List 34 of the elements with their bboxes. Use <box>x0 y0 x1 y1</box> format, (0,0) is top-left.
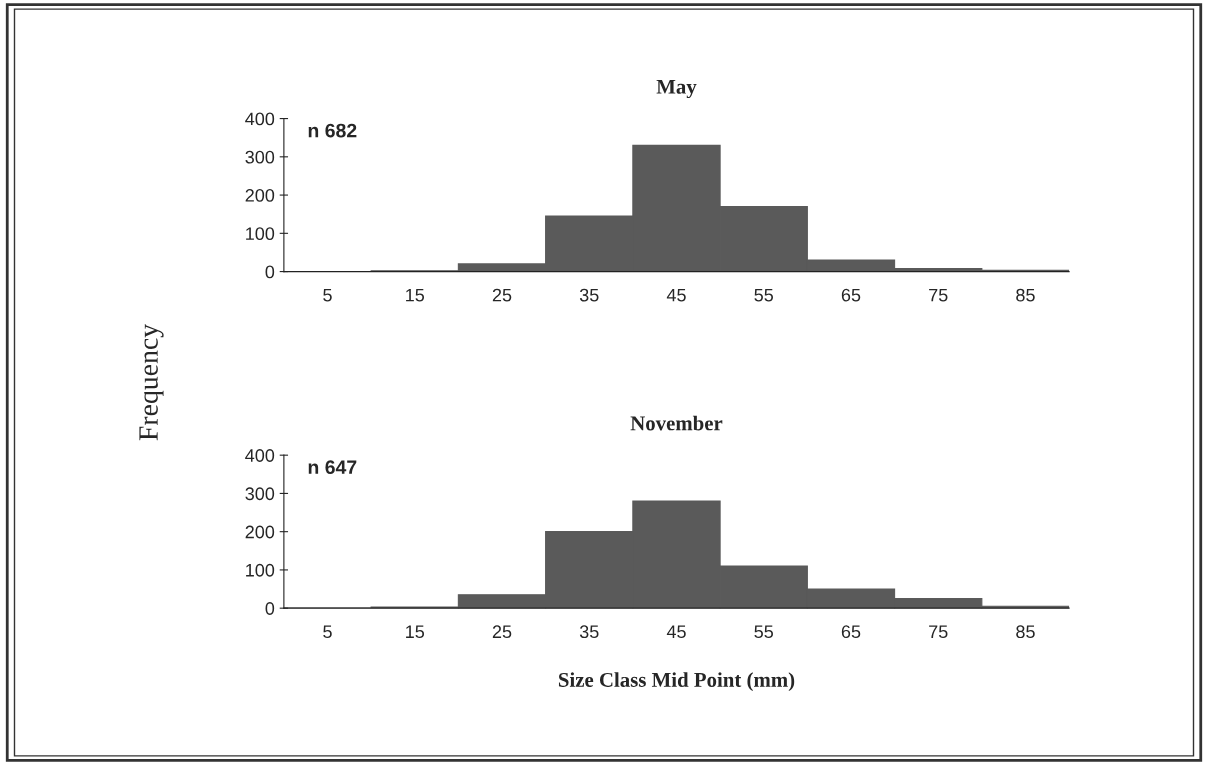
y-tick-label: 200 <box>245 525 275 539</box>
x-tick-label: 25 <box>492 625 512 639</box>
x-tick-label: 45 <box>666 288 686 302</box>
y-tick-label: 100 <box>246 563 275 577</box>
x-tick-label: 75 <box>929 625 948 639</box>
y-tick-label: 200 <box>245 189 275 202</box>
x-tick-label: 85 <box>1016 625 1035 639</box>
chart-title: May <box>656 79 697 99</box>
x-tick-label: 55 <box>754 288 774 302</box>
y-tick-label: 100 <box>246 227 275 241</box>
annotation: n 682 <box>308 123 357 138</box>
x-tick-label: 15 <box>406 288 425 302</box>
x-tick-label: 5 <box>323 288 332 302</box>
x-tick-label: 15 <box>406 625 425 639</box>
x-tick-label: 65 <box>841 625 861 639</box>
y-tick-label: 300 <box>245 487 275 501</box>
x-tick-label: 85 <box>1016 288 1035 302</box>
y-tick-label: 0 <box>265 602 275 615</box>
x-axis-title: Size Class Mid Point (mm) <box>558 672 795 692</box>
y-tick-label: 400 <box>245 449 275 462</box>
x-tick-label: 35 <box>579 288 599 302</box>
chart-title: November <box>630 415 723 431</box>
x-tick-label: 55 <box>754 625 774 639</box>
x-tick-label: 5 <box>323 625 332 639</box>
annotation: n 647 <box>308 460 357 475</box>
x-tick-label: 65 <box>841 288 861 302</box>
y-tick-label: 300 <box>245 150 275 164</box>
y-tick-label: 400 <box>245 112 275 126</box>
x-tick-label: 35 <box>579 625 599 639</box>
x-tick-label: 25 <box>492 288 512 302</box>
x-tick-label: 75 <box>929 288 948 302</box>
y-axis-title: Frequency <box>139 323 164 441</box>
y-tick-label: 0 <box>265 265 275 279</box>
x-tick-label: 45 <box>666 625 686 639</box>
